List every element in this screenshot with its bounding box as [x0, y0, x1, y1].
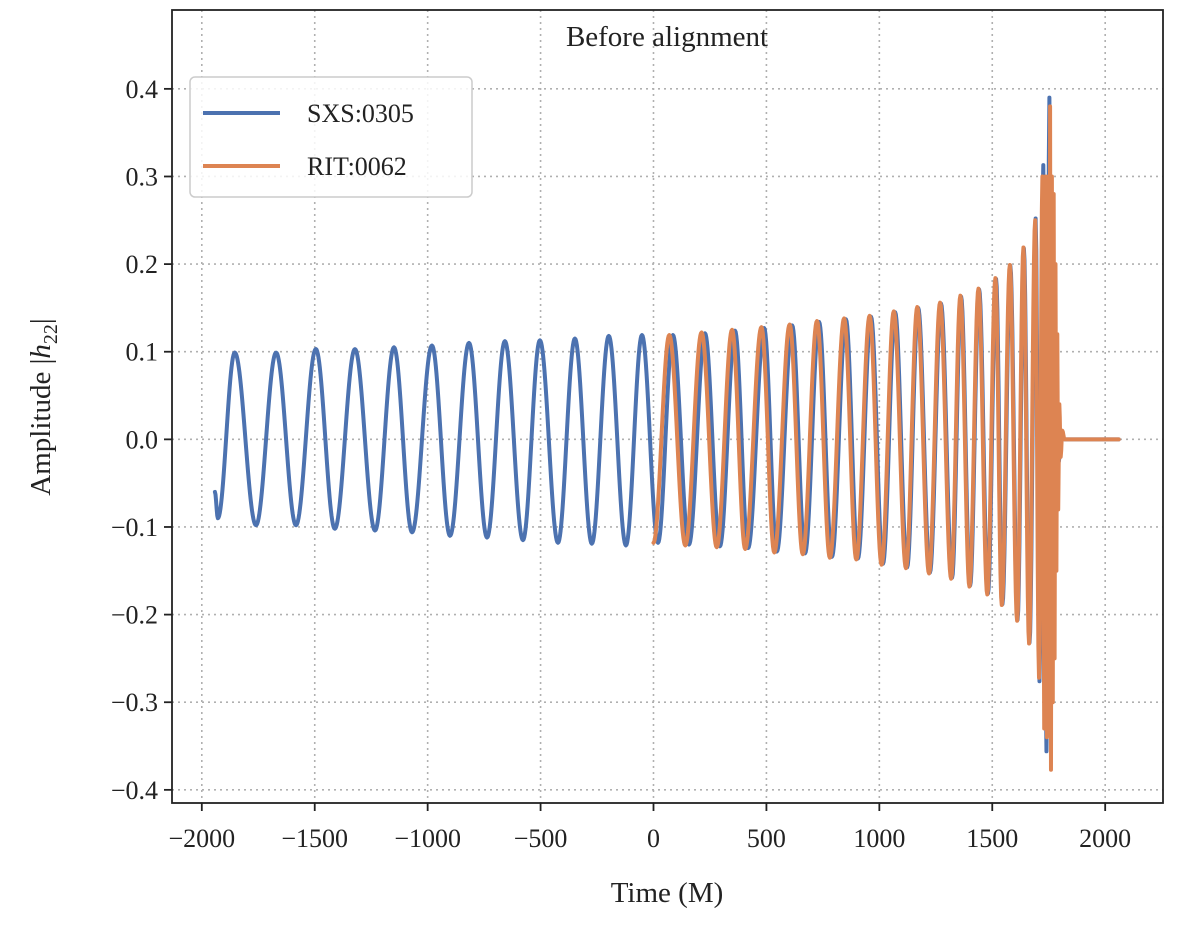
y-tick-label: −0.3 [111, 688, 158, 717]
x-tick-label: 2000 [1079, 824, 1131, 853]
x-tick-label: −2000 [168, 824, 235, 853]
y-label-var: h [25, 344, 57, 359]
x-tick-label: 1000 [853, 824, 905, 853]
legend-label-rit: RIT:0062 [307, 152, 407, 181]
y-tick-label: −0.4 [111, 776, 158, 805]
y-tick-label: 0.4 [126, 75, 159, 104]
y-tick-label: 0.0 [126, 425, 159, 454]
axis-ticks: −2000 −1500 −1000 −500 0 500 1000 1500 2000 −0.4 −… [111, 75, 1131, 853]
x-tick-label: −500 [514, 824, 568, 853]
y-axis-label: Amplitude |h22| [25, 318, 62, 495]
x-tick-label: 500 [747, 824, 786, 853]
series-line-rit-0062 [651, 104, 1121, 772]
legend: SXS:0305 RIT:0062 [189, 76, 473, 198]
x-tick-label: 1500 [966, 824, 1018, 853]
y-tick-label: 0.1 [126, 338, 159, 367]
y-tick-label: 0.2 [126, 250, 159, 279]
series-layer [212, 95, 1121, 772]
x-tick-label: −1500 [281, 824, 348, 853]
plot-frame [171, 9, 1164, 804]
y-tick-label: −0.1 [111, 513, 158, 542]
y-tick-label: −0.2 [111, 601, 158, 630]
y-tick-label: 0.3 [126, 162, 159, 191]
x-axis-label: Time (M) [611, 877, 724, 909]
legend-label-sxs: SXS:0305 [307, 99, 414, 128]
chart-title: Before alignment [566, 21, 768, 53]
y-label-sub: 22 [40, 324, 62, 344]
y-label-prefix: Amplitude | [25, 359, 57, 496]
x-tick-label: 0 [647, 824, 660, 853]
x-tick-label: −1000 [394, 824, 461, 853]
y-label-suffix: | [25, 318, 57, 324]
